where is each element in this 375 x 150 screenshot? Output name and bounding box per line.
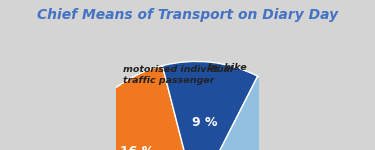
Wedge shape — [196, 76, 332, 150]
Text: 9 %: 9 % — [192, 116, 217, 129]
Text: by bike: by bike — [208, 63, 247, 72]
Wedge shape — [60, 66, 196, 150]
Wedge shape — [162, 61, 258, 150]
Text: 16 %: 16 % — [120, 145, 154, 150]
Text: motorised individual
traffic passenger: motorised individual traffic passenger — [123, 65, 233, 85]
Text: Chief Means of Transport on Diary Day: Chief Means of Transport on Diary Day — [37, 8, 338, 21]
